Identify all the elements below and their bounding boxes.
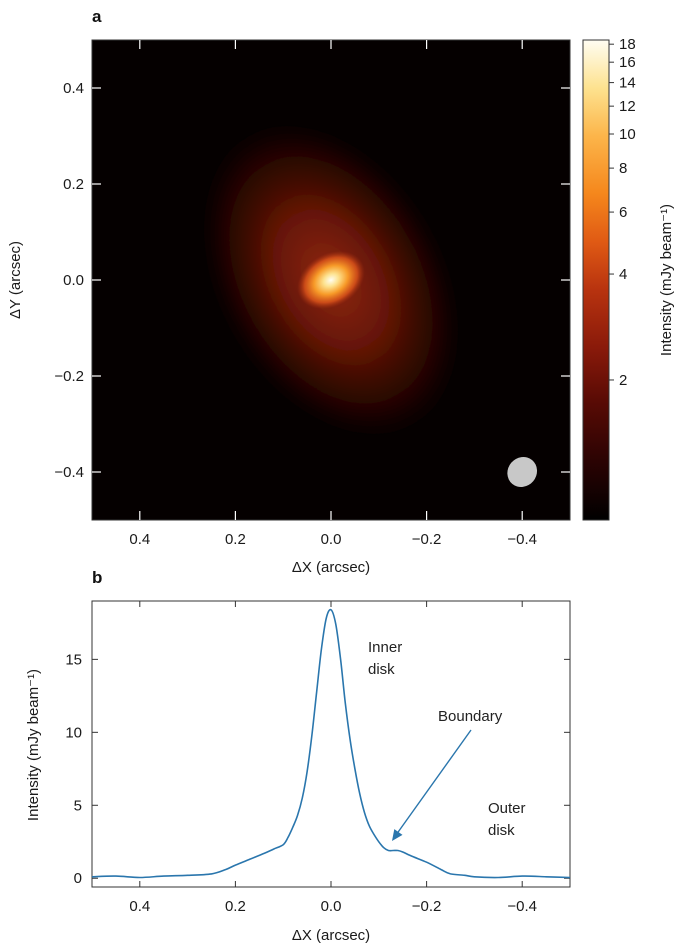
panel-a-ticks bbox=[92, 40, 570, 520]
panel-a-y-tick-label: 0.0 bbox=[63, 272, 84, 289]
panel-a-label: a bbox=[92, 7, 102, 26]
colorbar-tick-label: 8 bbox=[619, 160, 627, 177]
panel-b-y-axis-title: Intensity (mJy beam⁻¹) bbox=[25, 669, 42, 821]
panel-a-image-plot: 0.4 0.2 0.0 −0.2 −0.4 0.4 0.2 0.0 −0.2 −0.4 a ΔX… bbox=[7, 7, 571, 576]
inner-disk-emission bbox=[297, 250, 365, 310]
annotation-boundary: Boundary bbox=[438, 708, 503, 725]
colorbar-tick-label: 4 bbox=[619, 266, 627, 283]
panel-b-frame bbox=[91, 600, 571, 888]
colorbar-tick-label: 14 bbox=[619, 75, 636, 92]
panel-b-label: b bbox=[92, 568, 102, 587]
colorbar-tick-label: 18 bbox=[619, 36, 636, 53]
annotation-inner-line2: disk bbox=[368, 661, 395, 678]
panel-b-line-plot: 0.4 0.2 0.0 −0.2 −0.4 0 5 10 15 b ΔX (arcsec) I… bbox=[25, 568, 571, 944]
intensity-profile-line bbox=[91, 608, 571, 879]
panel-a-x-tick-label: 0.4 bbox=[129, 531, 150, 548]
panel-b-x-tick-label: 0.2 bbox=[225, 898, 246, 915]
colorbar-tick-label: 2 bbox=[619, 372, 627, 389]
panel-a-y-tick-label: −0.4 bbox=[54, 464, 84, 481]
colorbar-tick-label: 6 bbox=[619, 204, 627, 221]
panel-a-y-tick-label: 0.4 bbox=[63, 80, 84, 97]
panel-b-y-tick-label: 10 bbox=[65, 724, 82, 741]
panel-a-x-tick-labels: 0.4 0.2 0.0 −0.2 −0.4 bbox=[129, 531, 537, 548]
panel-b-y-tick-label: 15 bbox=[65, 651, 82, 668]
colorbar-gradient bbox=[582, 39, 610, 521]
panel-b-x-tick-label: 0.0 bbox=[321, 898, 342, 915]
panel-a-x-tick-label: 0.0 bbox=[321, 531, 342, 548]
panel-a-x-tick-label: −0.2 bbox=[412, 531, 442, 548]
panel-a-y-axis-title: ΔY (arcsec) bbox=[7, 241, 24, 319]
panel-b-x-axis-title: ΔX (arcsec) bbox=[292, 927, 370, 944]
colorbar-title: Intensity (mJy beam⁻¹) bbox=[658, 204, 675, 356]
colorbar-tick-label: 10 bbox=[619, 126, 636, 143]
boundary-arrow-shaft bbox=[395, 729, 472, 836]
panel-b-x-tick-labels: 0.4 0.2 0.0 −0.2 −0.4 bbox=[129, 898, 537, 915]
annotation-outer-line1: Outer bbox=[488, 800, 526, 817]
annotation-outer-disk: Outer disk bbox=[488, 800, 530, 839]
panel-a-x-tick-label: −0.4 bbox=[507, 531, 537, 548]
panel-b-ticks bbox=[92, 601, 570, 887]
panel-a-y-tick-label: 0.2 bbox=[63, 176, 84, 193]
panel-b-y-tick-label: 5 bbox=[74, 797, 82, 814]
beam-ellipse bbox=[507, 456, 538, 488]
panel-b-y-tick-labels: 0 5 10 15 bbox=[65, 651, 82, 887]
annotation-inner-disk: Inner disk bbox=[368, 639, 406, 678]
boundary-arrow-head bbox=[392, 829, 403, 841]
colorbar-tick-label: 16 bbox=[619, 54, 636, 71]
panel-a-x-axis-title: ΔX (arcsec) bbox=[292, 559, 370, 576]
panel-b-x-tick-label: −0.2 bbox=[412, 898, 442, 915]
panel-b-y-tick-label: 0 bbox=[74, 870, 82, 887]
boundary-arrow bbox=[392, 729, 472, 841]
panel-b-x-tick-label: −0.4 bbox=[507, 898, 537, 915]
annotation-inner-line1: Inner bbox=[368, 639, 402, 656]
annotation-outer-line2: disk bbox=[488, 822, 515, 839]
panel-a-x-tick-label: 0.2 bbox=[225, 531, 246, 548]
colorbar-tick-label: 12 bbox=[619, 98, 636, 115]
panel-a-y-tick-label: −0.2 bbox=[54, 368, 84, 385]
panel-a-y-tick-labels: 0.4 0.2 0.0 −0.2 −0.4 bbox=[54, 80, 84, 481]
panel-b-x-tick-label: 0.4 bbox=[129, 898, 150, 915]
